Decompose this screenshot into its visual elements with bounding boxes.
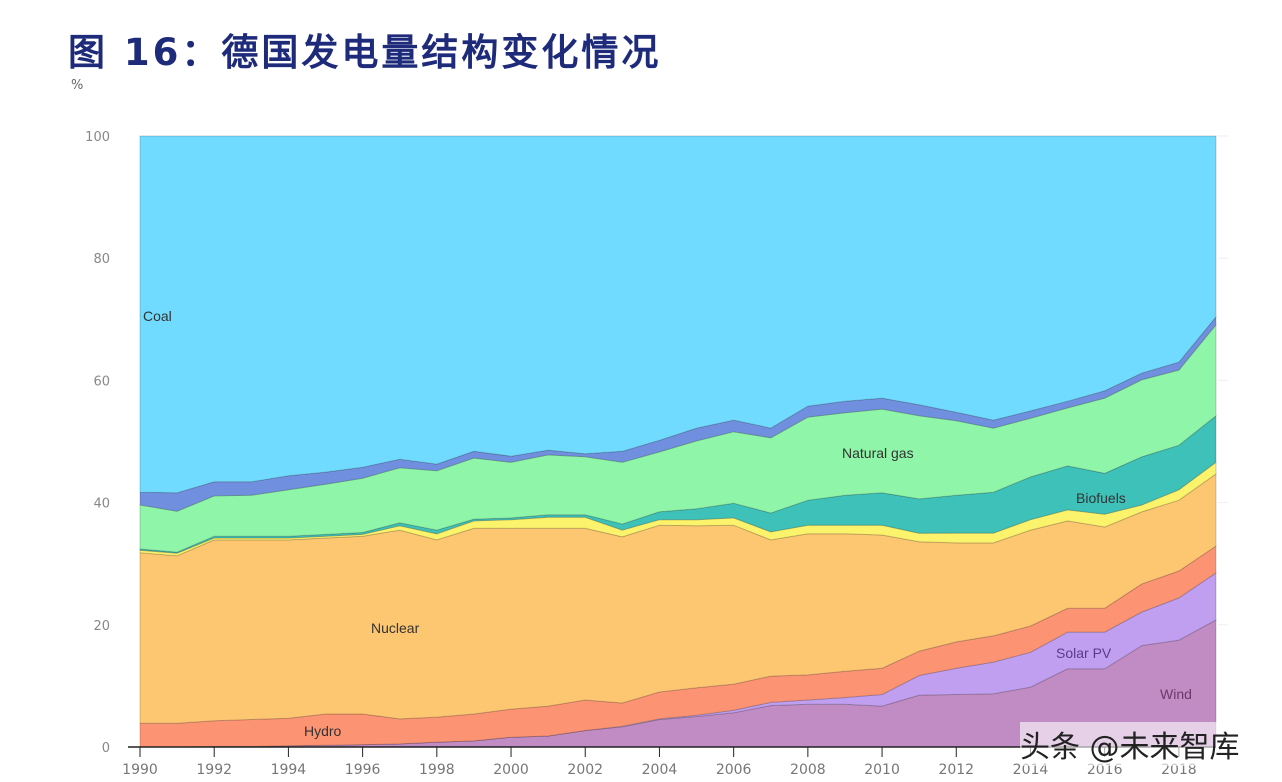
y-tick-label: 20 [93,619,110,634]
x-tick-label: 1994 [271,762,307,778]
figure-title: 图 16：德国发电量结构变化情况 [68,31,662,74]
series-label-natural-gas: Natural gas [842,445,914,461]
x-tick-label: 2004 [642,762,678,778]
series-label-solar-pv: Solar PV [1056,645,1112,661]
x-tick-label: 1998 [419,762,455,778]
y-tick-label: 60 [93,374,110,389]
x-tick-label: 1992 [196,762,232,778]
x-tick-label: 2018 [1161,762,1197,778]
series-label-coal: Coal [143,308,172,324]
y-tick-label: 40 [93,497,110,512]
y-axis-unit: % [71,78,84,93]
x-tick-label: 1990 [122,762,158,778]
series-label-wind: Wind [1160,686,1192,702]
x-tick-label: 1996 [345,762,381,778]
y-tick-label: 80 [93,252,110,267]
series-label-nuclear: Nuclear [371,620,420,636]
y-tick-label: 0 [102,741,110,756]
series-label-biofuels: Biofuels [1076,490,1126,506]
x-tick-label: 2006 [716,762,752,778]
x-tick-label: 2000 [493,762,529,778]
x-tick-label: 2012 [938,762,974,778]
watermark: 头条 @未来智库 [1020,722,1240,766]
x-tick-label: 2014 [1013,762,1049,778]
y-tick-label: 100 [85,130,110,145]
x-tick-label: 2002 [567,762,603,778]
series-label-hydro: Hydro [304,723,342,739]
area-coal [139,135,1217,494]
x-tick-label: 2016 [1087,762,1123,778]
x-tick-label: 2010 [864,762,900,778]
x-tick-label: 2008 [790,762,826,778]
